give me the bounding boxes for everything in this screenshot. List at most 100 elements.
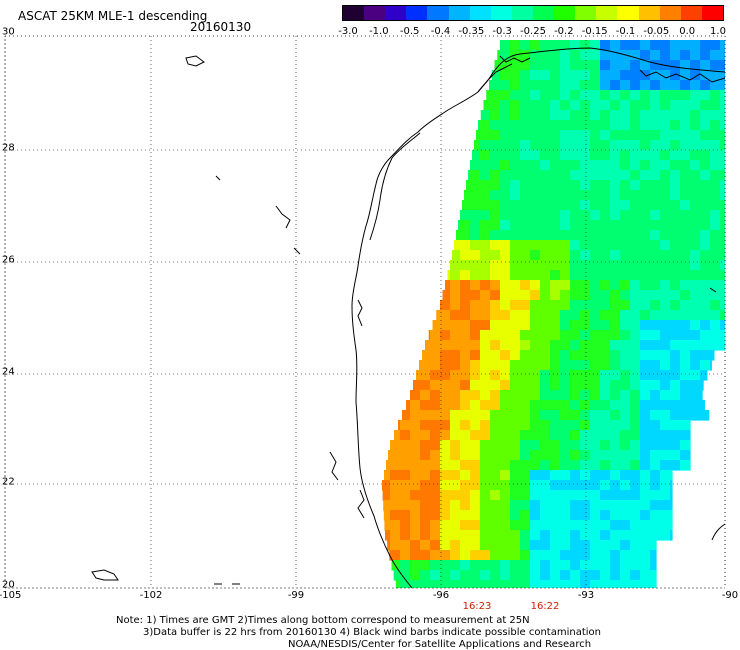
coastline-detail — [357, 299, 363, 327]
product-title: ASCAT 25KM MLE-1 descending — [18, 9, 208, 23]
wind-swath-cell — [393, 570, 405, 581]
wind-swath-cell — [530, 550, 541, 561]
color-scale-swatch — [680, 6, 702, 20]
wind-swath-cell — [560, 100, 571, 111]
wind-swath-cell — [540, 160, 551, 171]
wind-swath-cell — [490, 450, 501, 461]
wind-swath-cell — [650, 70, 661, 81]
wind-swath-cell — [680, 140, 691, 151]
wind-swath-cell — [530, 280, 541, 291]
wind-swath-cell — [483, 100, 495, 111]
wind-swath-cell — [600, 540, 611, 551]
wind-swath-cell — [460, 510, 471, 521]
wind-swath-cell — [540, 150, 551, 161]
wind-swath-cell — [560, 340, 571, 351]
wind-swath-cell — [640, 560, 651, 571]
wind-swath-cell — [450, 580, 461, 588]
wind-swath-cell — [570, 70, 581, 81]
wind-swath-cell — [660, 340, 671, 351]
wind-swath-cell — [430, 440, 441, 451]
wind-swath-cell — [520, 280, 531, 291]
note-line-3: NOAA/NESDIS/Center for Satellite Applica… — [288, 639, 592, 650]
wind-swath-cell — [600, 500, 611, 511]
wind-swath-cell — [510, 420, 521, 431]
wind-swath-cell — [570, 410, 581, 421]
wind-swath-cell — [650, 360, 661, 371]
wind-swath-cell — [610, 430, 621, 441]
wind-swath-cell — [480, 120, 491, 131]
wind-swath-cell — [710, 90, 721, 101]
wind-swath-cell — [650, 90, 661, 101]
wind-swath-cell — [680, 90, 691, 101]
wind-swath-cell — [690, 120, 701, 131]
wind-swath-cell — [570, 320, 581, 331]
wind-swath-cell — [460, 420, 471, 431]
wind-swath-cell — [450, 530, 461, 541]
wind-swath-cell — [500, 300, 511, 311]
wind-swath-cell — [610, 330, 621, 341]
wind-swath-cell — [620, 190, 631, 201]
wind-swath-cell — [660, 280, 671, 291]
wind-swath-cell — [600, 270, 611, 281]
wind-swath-cell — [680, 190, 691, 201]
wind-swath-cell — [720, 330, 725, 341]
wind-swath-cell — [610, 140, 621, 151]
wind-swath-cell — [540, 390, 551, 401]
wind-swath-cell — [530, 40, 541, 51]
wind-swath-cell — [400, 520, 411, 531]
wind-swath-cell — [610, 100, 621, 111]
wind-swath-cell — [500, 320, 511, 331]
wind-swath-cell — [530, 170, 541, 181]
wind-swath-cell — [670, 380, 681, 391]
wind-swath-cell — [670, 480, 673, 491]
wind-swath-cell — [640, 110, 651, 121]
wind-swath-cell — [550, 210, 561, 221]
wind-swath-cell — [390, 540, 401, 551]
wind-swath-cell — [550, 550, 561, 561]
wind-swath-cell — [630, 520, 641, 531]
wind-swath-cell — [540, 200, 551, 211]
wind-swath-cell — [600, 190, 611, 201]
wind-swath-cell — [580, 480, 591, 491]
wind-swath-cell — [610, 360, 621, 371]
wind-swath-cell — [570, 390, 581, 401]
wind-swath-cell — [580, 210, 591, 221]
wind-swath-cell — [520, 220, 531, 231]
wind-swath-cell — [690, 150, 701, 161]
wind-swath-cell — [610, 350, 621, 361]
inland-lake — [185, 55, 205, 67]
wind-swath-cell — [520, 180, 531, 191]
wind-swath-cell — [540, 550, 551, 561]
wind-swath-cell — [560, 550, 571, 561]
wind-swath-cell — [600, 530, 611, 541]
wind-swath-cell — [440, 490, 451, 501]
wind-swath-cell — [510, 220, 521, 231]
wind-swath-cell — [440, 410, 451, 421]
wind-swath-cell — [460, 440, 471, 451]
wind-swath-cell — [540, 110, 551, 121]
wind-swath-cell — [640, 460, 651, 471]
wind-swath-cell — [490, 320, 501, 331]
wind-swath-cell — [650, 560, 657, 571]
wind-swath-cell — [390, 510, 401, 521]
wind-swath-cell — [520, 520, 531, 531]
wind-swath-cell — [560, 360, 571, 371]
wind-swath-cell — [700, 280, 711, 291]
wind-swath-cell — [640, 300, 651, 311]
wind-swath-cell — [510, 140, 521, 151]
wind-swath-cell — [440, 340, 451, 351]
wind-swath-cell — [550, 300, 561, 311]
wind-swath-cell — [570, 430, 581, 441]
wind-swath-cell — [680, 280, 691, 291]
wind-swath-cell — [650, 180, 661, 191]
wind-swath-cell — [560, 390, 571, 401]
wind-swath-cell — [430, 580, 441, 588]
wind-swath-cell — [700, 150, 711, 161]
wind-swath-cell — [530, 520, 541, 531]
wind-swath-cell — [560, 350, 571, 361]
wind-swath-cell — [490, 410, 501, 421]
wind-swath-cell — [690, 390, 701, 401]
wind-swath-cell — [710, 140, 721, 151]
wind-swath-cell — [420, 490, 431, 501]
wind-swath-cell — [680, 150, 691, 161]
